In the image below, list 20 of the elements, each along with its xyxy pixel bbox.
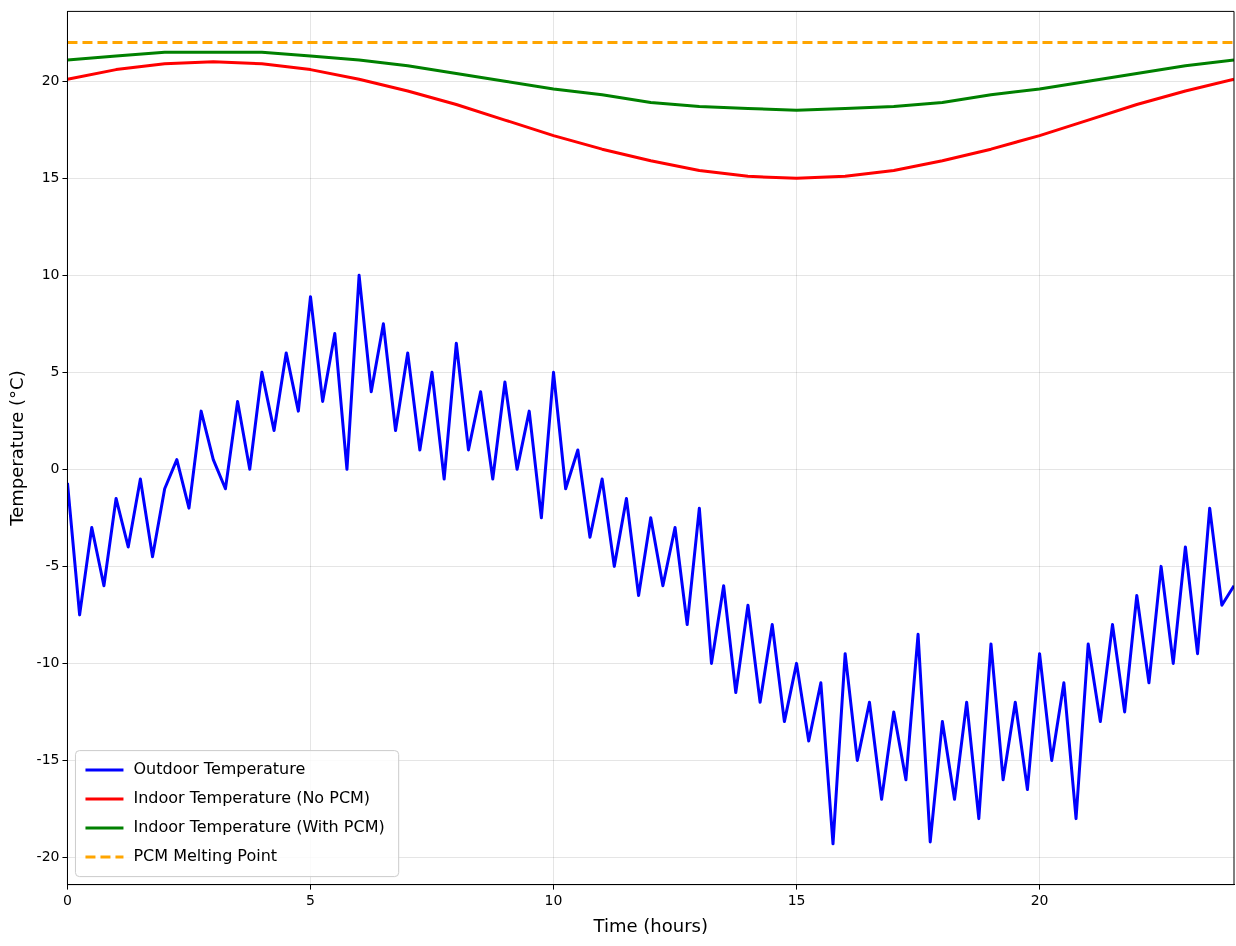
y-tick-label: -20 xyxy=(36,848,60,865)
y-tick-label: 5 xyxy=(50,362,60,379)
y-axis-title: Temperature (°C) xyxy=(6,370,28,527)
y-tick-label: 15 xyxy=(41,168,60,185)
y-tick-label: 20 xyxy=(41,71,60,88)
legend-label: PCM Melting Point xyxy=(133,846,278,866)
legend-label: Indoor Temperature (With PCM) xyxy=(133,817,385,837)
y-tick-label: 10 xyxy=(41,265,60,282)
x-axis-title: Time (hours) xyxy=(592,914,708,936)
y-tick-label: 0 xyxy=(50,459,60,476)
y-tick-label: -10 xyxy=(36,654,60,671)
x-tick-label: 20 xyxy=(1030,891,1049,908)
x-tick-label: 15 xyxy=(787,891,806,908)
y-tick-label: -15 xyxy=(36,751,60,768)
x-tick-label: 5 xyxy=(306,891,315,908)
legend-label: Outdoor Temperature xyxy=(133,759,306,779)
legend-label: Indoor Temperature (No PCM) xyxy=(133,788,371,808)
x-tick-label: 10 xyxy=(544,891,563,908)
y-tick-label: -5 xyxy=(45,557,60,574)
x-tick-label: 0 xyxy=(63,891,72,908)
